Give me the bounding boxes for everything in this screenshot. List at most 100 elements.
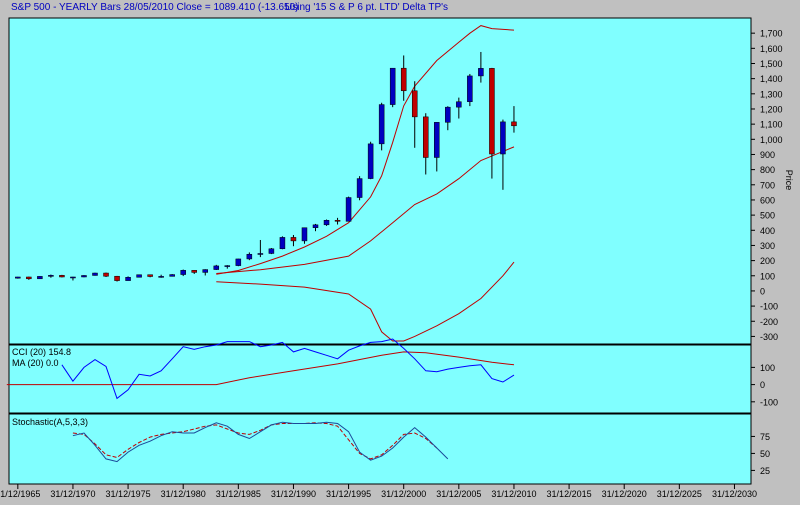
candle-up [356,178,363,198]
x-tick-label: 31/12/2010 [491,489,536,499]
y-tick-label: 400 [760,226,775,236]
y-tick-label: 900 [760,150,775,160]
y-tick-label: 1,000 [760,135,783,145]
y-tick-label: 1,700 [760,29,783,39]
y-tick-label: 500 [760,211,775,221]
candle-up [500,121,506,155]
y-tick-label: 1,400 [760,74,783,84]
candle-up [48,275,54,277]
candle-up [445,106,451,123]
y-tick-label: -100 [760,302,778,312]
y-tick-label: 600 [760,195,775,205]
candle-up [202,269,208,273]
candle-down [411,90,418,118]
candle-down [147,274,153,277]
candle-up [246,253,253,260]
price-panel [8,17,752,345]
cci-panel [8,344,752,414]
y-axis-label: Price [784,170,794,191]
x-tick-label: 31/12/2000 [381,489,426,499]
candle-down [423,116,429,158]
candle-up [235,258,242,266]
x-tick-label: 31/12/2030 [712,489,757,499]
y-tick-label: -200 [760,317,778,327]
x-tick-label: 31/12/1965 [0,489,40,499]
candle-up [15,276,21,279]
candle-up [125,277,131,281]
stochastic-legend: Stochastic(A,5,3,3) [12,417,88,427]
y-tick-label: 0 [760,286,765,296]
stoch-d-line [72,422,438,460]
x-tick-label: 31/12/2005 [436,489,481,499]
y-tick-label: 200 [760,256,775,266]
y-tick-label: 800 [760,165,775,175]
candle-up [279,237,286,250]
x-tick-label: 31/12/2020 [602,489,647,499]
candle-up [92,272,98,276]
candle-up [478,68,484,77]
y-tick-label: -300 [760,332,778,342]
candle-up [224,265,231,267]
candle-up [213,265,220,270]
candle-up [180,270,186,275]
y-tick-label: 1,300 [760,89,783,99]
cci-line [61,338,515,400]
x-tick-label: 31/12/1990 [271,489,316,499]
y-tick-label: 100 [760,363,775,373]
candle-up [434,122,440,158]
candle-up [81,275,87,278]
candle-up [456,101,462,108]
candle-up [257,253,264,255]
y-tick-label: 300 [760,241,775,251]
candle-up [345,197,352,222]
band-upper [216,25,515,275]
stoch-k-line [72,421,449,463]
candle-down [59,275,65,278]
candle-down [103,272,109,277]
candle-up [301,227,308,242]
x-tick-label: 31/12/1985 [216,489,261,499]
y-tick-label: 100 [760,271,775,281]
candle-down [334,220,341,222]
chart-header-indicator: Using '15 S & P 6 pt. LTD' Delta TP's [285,2,449,13]
candle-up [136,274,142,278]
candle-up [169,274,175,277]
y-tick-label: 50 [760,449,770,459]
candle-down [290,237,297,242]
x-tick-label: 31/12/1970 [50,489,95,499]
cci-legend-item: CCI (20) 154.8 [12,347,71,357]
candle-up [378,104,385,145]
candle-down [191,270,197,273]
stochastic-panel [8,413,752,485]
y-tick-label: 1,100 [760,120,783,130]
candle-up [268,248,275,254]
candle-down [511,121,517,127]
x-tick-label: 31/12/1980 [161,489,206,499]
chart-header-title: S&P 500 - YEARLY Bars 28/05/2010 Close =… [11,2,299,13]
candle-up [367,143,374,179]
candle-up [37,276,43,280]
y-tick-label: 25 [760,466,770,476]
candle-up [467,75,473,102]
candle-up [323,220,330,226]
band-lower [216,261,515,342]
y-tick-label: 1,500 [760,59,783,69]
candle-down [114,275,120,281]
x-tick-label: 31/12/2025 [657,489,702,499]
candle-down [489,68,495,155]
candle-down [26,276,32,280]
cci-legend-item: MA (20) 0.0 [12,358,59,368]
y-tick-label: 1,200 [760,104,783,114]
y-tick-label: 700 [760,180,775,190]
y-tick-label: 0 [760,380,765,390]
cci-ma-line [6,351,515,386]
candle-up [70,276,76,279]
y-tick-label: -100 [760,397,778,407]
candle-up [158,276,164,278]
x-tick-label: 31/12/2015 [547,489,592,499]
x-tick-label: 31/12/1995 [326,489,371,499]
candle-down [400,67,407,92]
band-middle [216,146,515,274]
candle-up [389,67,396,105]
